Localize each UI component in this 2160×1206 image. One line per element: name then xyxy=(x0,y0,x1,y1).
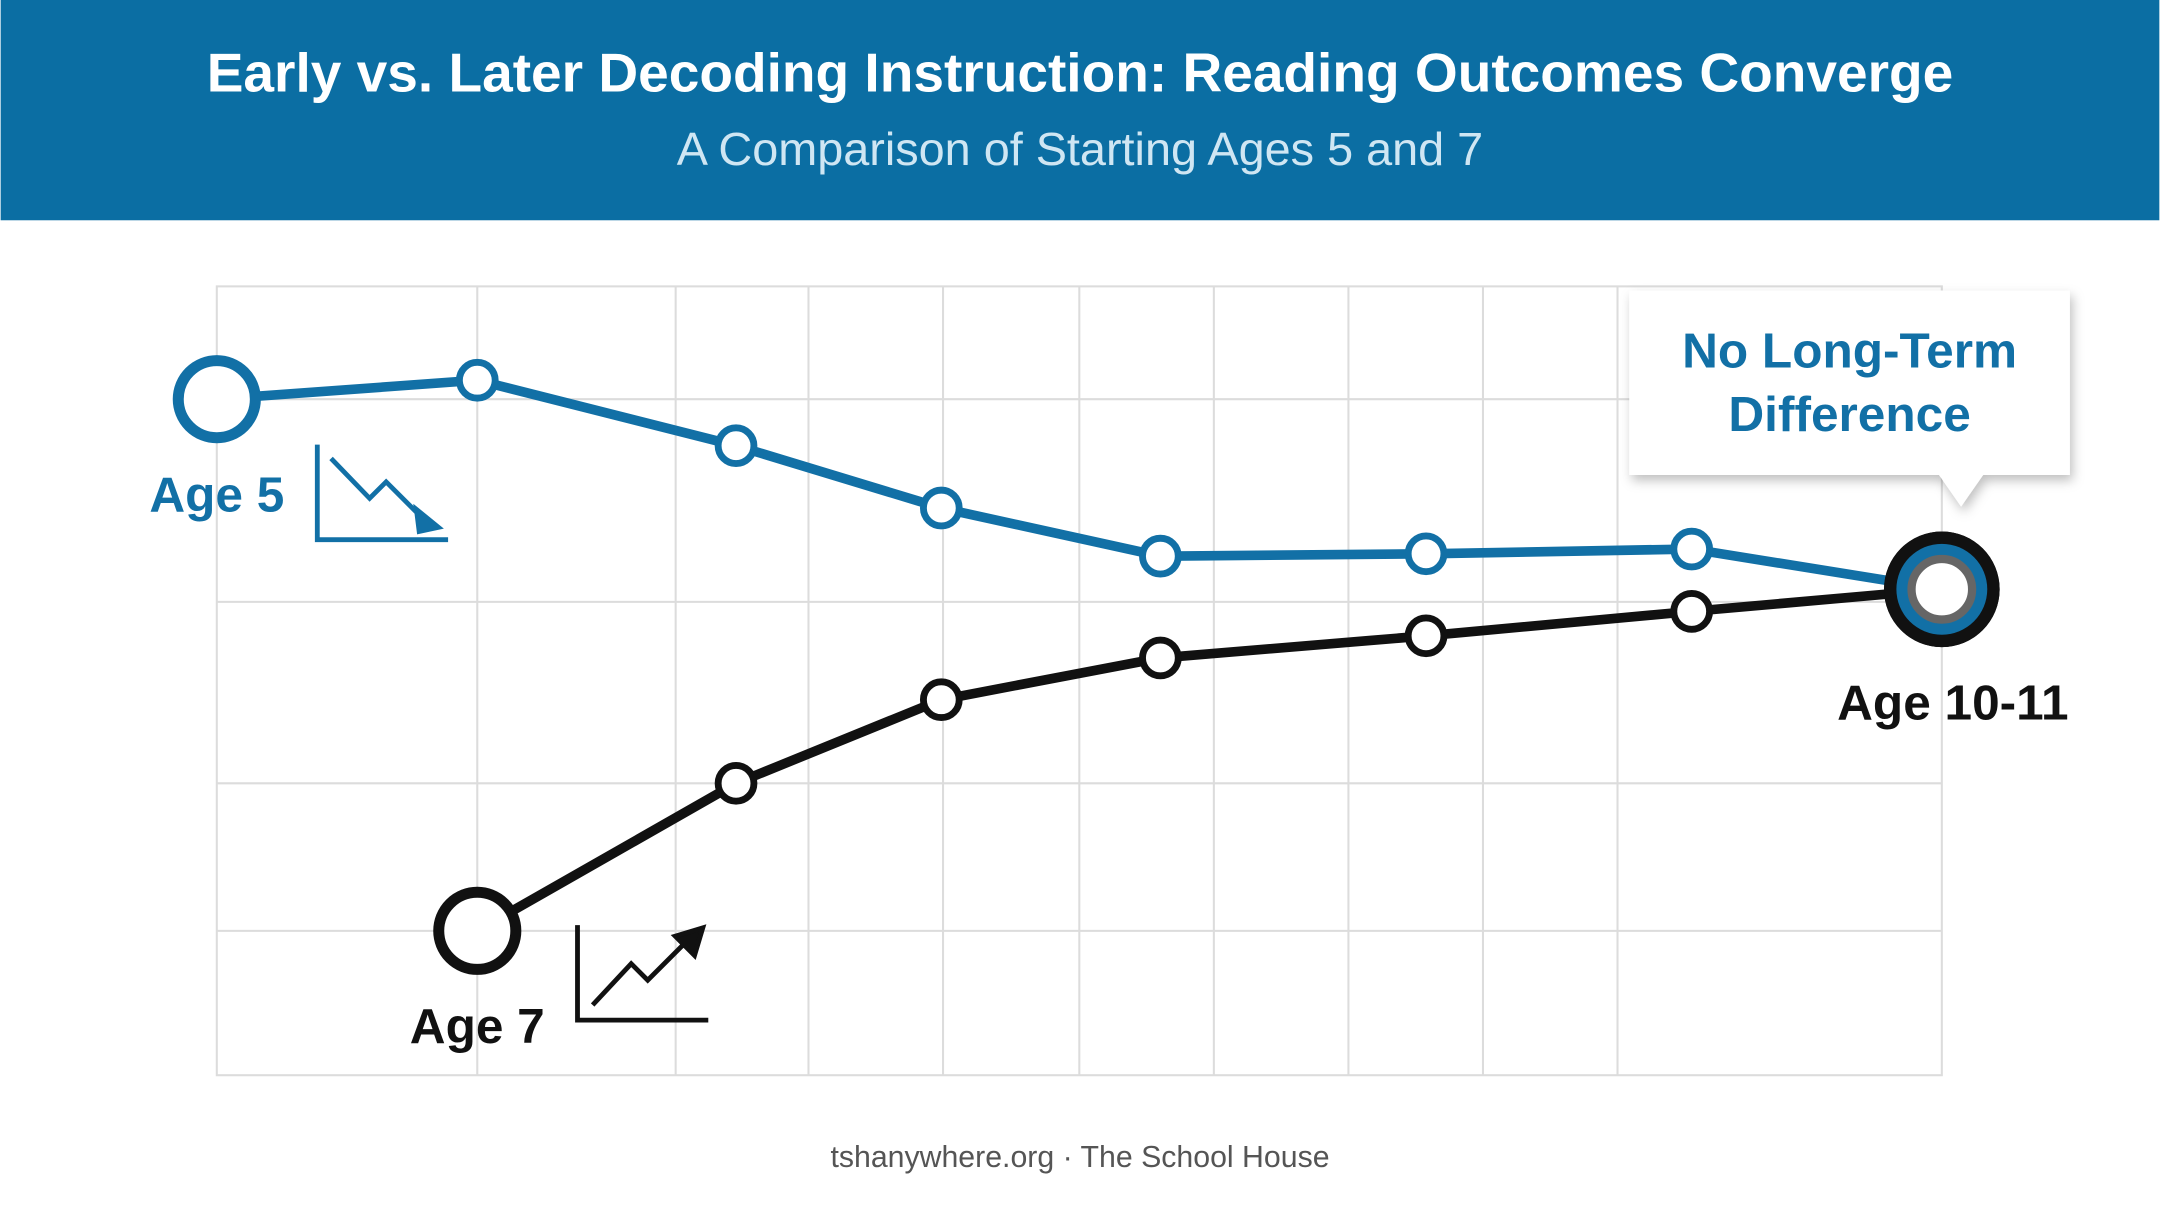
point xyxy=(919,486,963,530)
down-trend-icon xyxy=(314,444,449,543)
point xyxy=(1139,636,1182,680)
point xyxy=(455,358,499,402)
point xyxy=(1404,532,1448,576)
callout-text-box: No Long-Term Difference xyxy=(1682,322,2018,442)
point xyxy=(1404,614,1448,658)
end-label: Age 10-11 xyxy=(1837,674,2068,730)
grid xyxy=(216,286,1942,1076)
point xyxy=(1139,534,1182,578)
point xyxy=(919,678,963,722)
start-point xyxy=(433,886,522,975)
chart-subtitle: A Comparison of Starting Ages 5 and 7 xyxy=(677,123,1483,175)
callout-text: No Long-Term Difference xyxy=(1682,322,2018,442)
series-line xyxy=(474,584,1943,936)
header-band xyxy=(0,0,2160,221)
series-label: Age 7 xyxy=(410,998,545,1054)
start-point xyxy=(172,355,261,444)
point xyxy=(714,424,758,468)
callout-box xyxy=(1629,290,2070,507)
series-label: Age 5 xyxy=(149,466,284,522)
point xyxy=(714,761,758,805)
chart-title: Early vs. Later Decoding Instruction: Re… xyxy=(207,42,1954,104)
end-point-core xyxy=(1907,554,1977,624)
point xyxy=(1670,590,1714,633)
series-line xyxy=(216,375,1943,595)
up-trend-icon xyxy=(575,924,709,1023)
footer: tshanywhere.org · The School House xyxy=(830,1141,1329,1174)
lines xyxy=(172,355,2000,975)
callout: No Long-Term Difference xyxy=(1629,290,2070,507)
point xyxy=(1670,527,1714,571)
